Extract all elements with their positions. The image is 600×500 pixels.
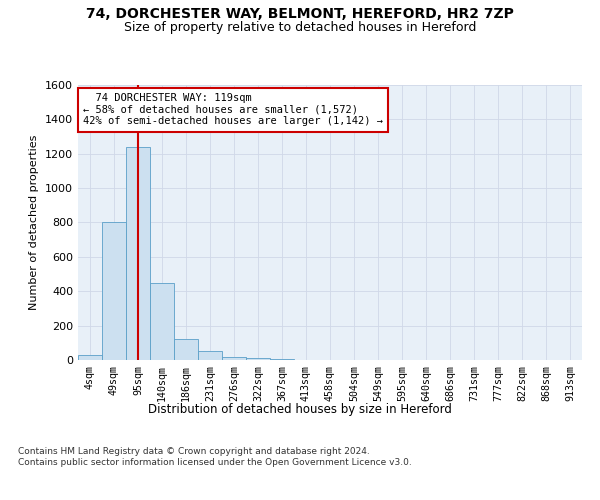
Bar bbox=[78, 355, 102, 360]
Text: Distribution of detached houses by size in Hereford: Distribution of detached houses by size … bbox=[148, 402, 452, 415]
Bar bbox=[102, 222, 126, 360]
Bar bbox=[198, 352, 222, 360]
Y-axis label: Number of detached properties: Number of detached properties bbox=[29, 135, 40, 310]
Text: 74 DORCHESTER WAY: 119sqm
← 58% of detached houses are smaller (1,572)
42% of se: 74 DORCHESTER WAY: 119sqm ← 58% of detac… bbox=[83, 93, 383, 126]
Text: 74, DORCHESTER WAY, BELMONT, HEREFORD, HR2 7ZP: 74, DORCHESTER WAY, BELMONT, HEREFORD, H… bbox=[86, 8, 514, 22]
Bar bbox=[270, 359, 294, 360]
Bar bbox=[126, 147, 150, 360]
Bar bbox=[222, 356, 246, 360]
Bar bbox=[246, 358, 270, 360]
Bar bbox=[150, 282, 174, 360]
Text: Contains HM Land Registry data © Crown copyright and database right 2024.
Contai: Contains HM Land Registry data © Crown c… bbox=[18, 448, 412, 467]
Bar bbox=[174, 340, 198, 360]
Text: Size of property relative to detached houses in Hereford: Size of property relative to detached ho… bbox=[124, 21, 476, 34]
